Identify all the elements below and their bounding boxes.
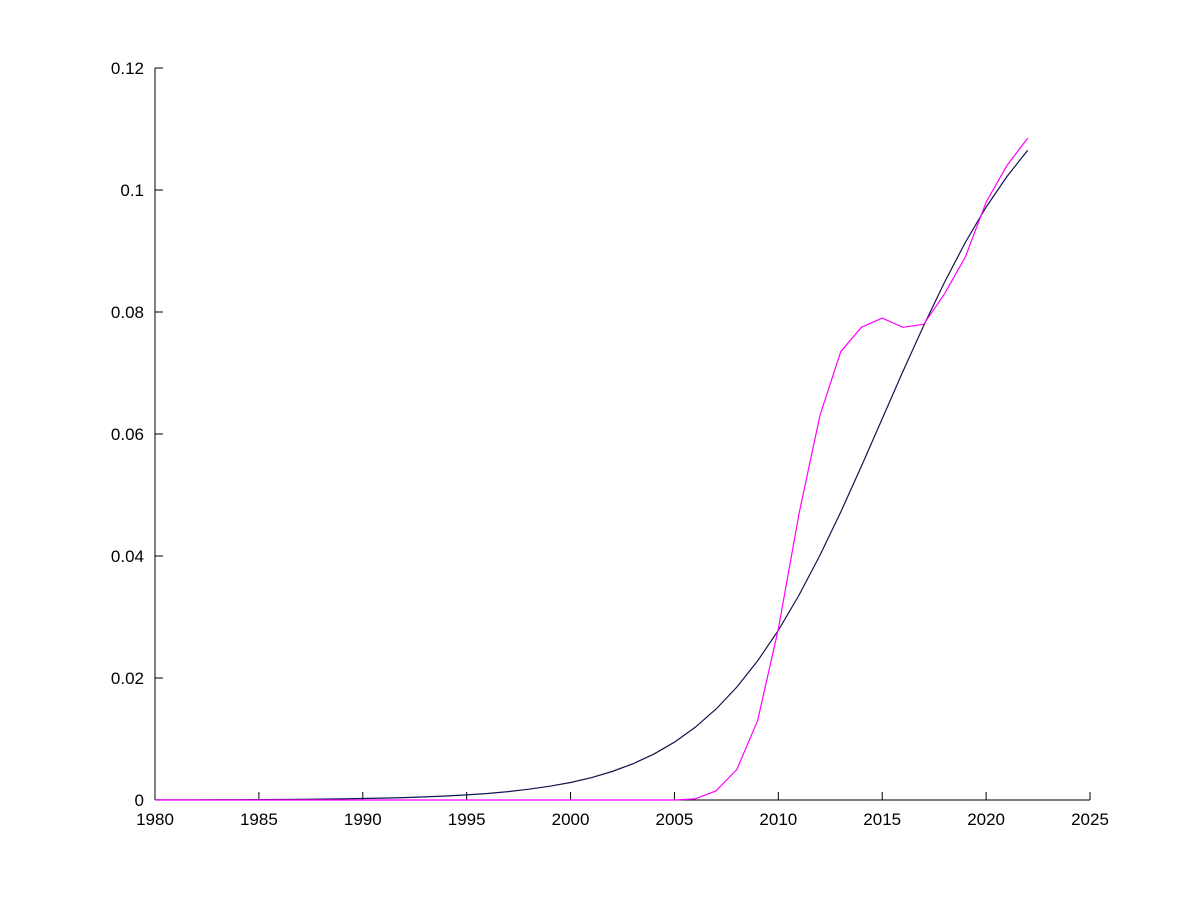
x-tick-label: 1985: [240, 810, 278, 829]
y-tick-label: 0.04: [111, 547, 144, 566]
y-tick-label: 0.1: [120, 181, 144, 200]
x-tick-label: 1980: [136, 810, 174, 829]
x-tick-label: 2015: [863, 810, 901, 829]
y-tick-label: 0.02: [111, 669, 144, 688]
series-line-smooth-model-curve: [154, 149, 1029, 801]
y-tick-label: 0: [135, 791, 144, 810]
x-tick-label: 1990: [344, 810, 382, 829]
x-tick-label: 1995: [448, 810, 486, 829]
x-tick-label: 2010: [759, 810, 797, 829]
x-tick-label: 2000: [552, 810, 590, 829]
y-tick-label: 0.08: [111, 303, 144, 322]
y-tick-label: 0.06: [111, 425, 144, 444]
x-tick-label: 2025: [1071, 810, 1109, 829]
y-tick-label: 0.12: [111, 59, 144, 78]
x-tick-label: 2020: [967, 810, 1005, 829]
x-tick-label: 2005: [656, 810, 694, 829]
series-line-observed-data-curve: [155, 137, 1029, 801]
